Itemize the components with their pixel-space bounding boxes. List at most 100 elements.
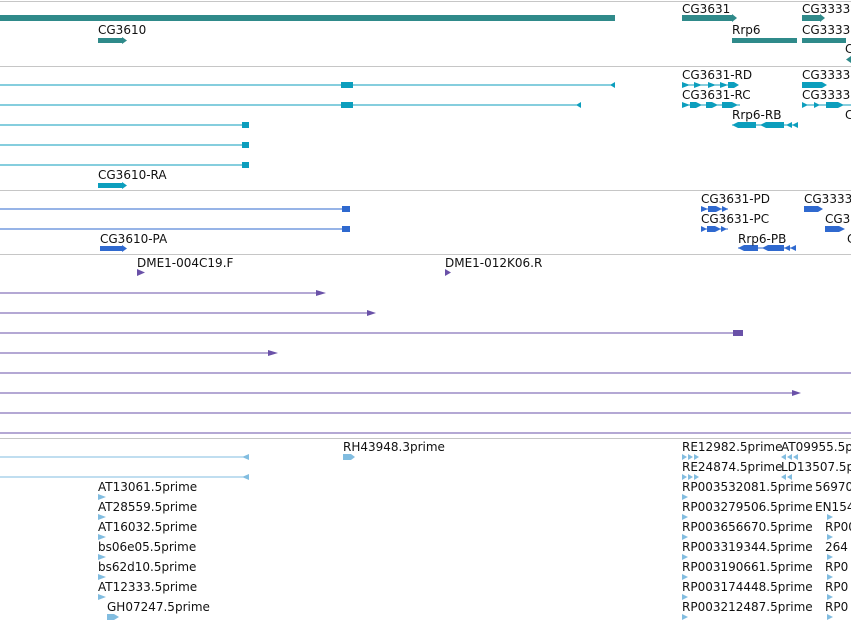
est-label[interactable]: RP003279506.5prime: [682, 500, 813, 514]
exon-arrow-icon: [784, 245, 790, 251]
exon-arrow-icon: [802, 102, 808, 108]
protein-label[interactable]: CG3631-PC: [701, 212, 769, 226]
est-label[interactable]: RP00: [825, 520, 851, 534]
transcript-exon[interactable]: [341, 82, 353, 88]
transcript-exon[interactable]: [690, 102, 696, 108]
est-label[interactable]: RP003212487.5prime: [682, 600, 813, 614]
gene-label[interactable]: CG3631: [682, 2, 730, 16]
exon-arrow-icon: [822, 82, 827, 88]
alignment-end[interactable]: [268, 350, 278, 356]
est-label[interactable]: RH43948.3prime: [343, 440, 445, 454]
est-label[interactable]: AT28559.5prime: [98, 500, 197, 514]
strand-arrow-icon: [122, 182, 127, 189]
transcript-label[interactable]: CG3610-RA: [98, 168, 167, 182]
gene-feature[interactable]: [682, 15, 732, 21]
protein-exon[interactable]: [744, 245, 758, 251]
protein-exon[interactable]: [804, 206, 818, 212]
est-arrow-icon: [827, 554, 833, 560]
protein-exon[interactable]: [768, 245, 784, 251]
transcript-exon[interactable]: [242, 162, 249, 168]
est-arrow-icon: [682, 454, 687, 460]
est-label[interactable]: RP0: [825, 560, 848, 574]
protein-exon[interactable]: [708, 206, 716, 212]
transcript-label[interactable]: CG3333: [802, 68, 850, 82]
protein-label[interactable]: CG3: [825, 212, 850, 226]
gene-feature[interactable]: [732, 38, 797, 43]
protein-exon[interactable]: [342, 226, 350, 232]
transcript-exon[interactable]: [98, 183, 122, 188]
alignment-label[interactable]: DME1-012K06.R: [445, 256, 542, 270]
exon-arrow-icon: [721, 226, 727, 232]
est-label[interactable]: RP003174448.5prime: [682, 580, 813, 594]
est-arrow-icon: [682, 614, 688, 620]
est-label[interactable]: 56970: [815, 480, 851, 494]
est-label[interactable]: RP003190661.5prime: [682, 560, 813, 574]
est-label[interactable]: AT13061.5prime: [98, 480, 197, 494]
gene-feature[interactable]: [802, 15, 820, 21]
exon-arrow-icon: [792, 122, 798, 128]
est-label[interactable]: RE12982.5prime: [682, 440, 783, 454]
est-label[interactable]: bs62d10.5prime: [98, 560, 196, 574]
strand-arrow-icon: [122, 245, 127, 252]
protein-exon[interactable]: [825, 226, 839, 232]
est-label[interactable]: RP0: [825, 600, 848, 614]
transcript-label[interactable]: Rrp6-RB: [732, 108, 781, 122]
protein-label[interactable]: CG3631-PD: [701, 192, 770, 206]
protein-label[interactable]: CG3610-PA: [100, 232, 168, 246]
alignment-label[interactable]: DME1-004C19.F: [137, 256, 234, 270]
gene-label[interactable]: Rrp6: [732, 23, 761, 37]
gene-feature[interactable]: [98, 38, 122, 43]
gene-label[interactable]: CG3333: [802, 2, 850, 16]
transcript-exon[interactable]: [802, 82, 822, 88]
est-label[interactable]: 264: [825, 540, 848, 554]
est-arrow-icon: [694, 454, 699, 460]
protein-exon[interactable]: [100, 246, 122, 251]
transcript-exon[interactable]: [242, 122, 249, 128]
gene-label[interactable]: CG3610: [98, 23, 146, 37]
transcript-exon[interactable]: [766, 122, 784, 128]
protein-exon[interactable]: [707, 226, 715, 232]
exon-arrow-icon: [732, 122, 738, 128]
est-label[interactable]: RP003319344.5prime: [682, 540, 813, 554]
est-label[interactable]: LD13507.5p: [781, 460, 851, 474]
est-feature[interactable]: [107, 614, 114, 620]
protein-label[interactable]: CG3333: [804, 192, 851, 206]
transcript-label[interactable]: C: [845, 108, 851, 122]
transcript-exon[interactable]: [826, 102, 838, 108]
est-label[interactable]: RP003656670.5prime: [682, 520, 813, 534]
transcript-exon[interactable]: [706, 102, 712, 108]
gene-label[interactable]: CG3333: [802, 23, 850, 37]
transcript-exon[interactable]: [341, 102, 353, 108]
protein-label[interactable]: Rrp6-PB: [738, 232, 786, 246]
est-label[interactable]: GH07247.5prime: [107, 600, 210, 614]
transcript-exon[interactable]: [738, 122, 756, 128]
est-label[interactable]: RP003532081.5prime: [682, 480, 813, 494]
exon-arrow-icon: [694, 82, 702, 88]
exon-arrow-icon: [762, 245, 768, 251]
transcript-exon[interactable]: [728, 82, 734, 88]
alignment-end[interactable]: [316, 290, 326, 296]
est-label[interactable]: RE24874.5prime: [682, 460, 783, 474]
est-label[interactable]: AT12333.5prime: [98, 580, 197, 594]
alignment-end[interactable]: [792, 390, 801, 396]
transcript-exon[interactable]: [722, 102, 732, 108]
gene-feature[interactable]: [802, 38, 846, 43]
est-label[interactable]: AT16032.5prime: [98, 520, 197, 534]
est-label[interactable]: bs06e05.5prime: [98, 540, 196, 554]
est-feature[interactable]: [343, 454, 351, 460]
exon-arrow-icon: [708, 82, 716, 88]
gene-label[interactable]: C: [845, 42, 851, 56]
transcript-label[interactable]: CG3631-RC: [682, 88, 751, 102]
est-label[interactable]: AT09955.5p: [781, 440, 851, 454]
alignment-end[interactable]: [733, 330, 743, 336]
alignment-arrow-icon: [445, 269, 451, 276]
protein-exon[interactable]: [342, 206, 350, 212]
transcript-exon[interactable]: [242, 142, 249, 148]
est-label[interactable]: RP0: [825, 580, 848, 594]
alignment-end[interactable]: [367, 310, 376, 316]
gene-feature[interactable]: [0, 15, 615, 21]
transcript-label[interactable]: CG3631-RD: [682, 68, 752, 82]
transcript-label[interactable]: CG3333: [802, 88, 850, 102]
est-label[interactable]: EN154: [815, 500, 851, 514]
protein-label[interactable]: C: [847, 232, 851, 246]
